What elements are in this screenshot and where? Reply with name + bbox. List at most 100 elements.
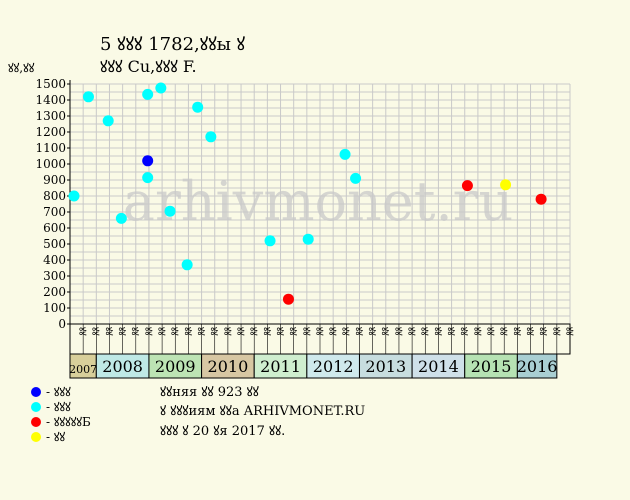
legend-label-red: - ꙋꙋꙋꙋꙋБ [46, 415, 91, 429]
month-label: ꙋꙋ [524, 327, 534, 336]
month-label: ꙋꙋ [156, 327, 166, 336]
y-tick-label: 800 [43, 189, 66, 203]
y-tick-label: 500 [43, 237, 66, 251]
y-tick-label: 100 [43, 301, 66, 315]
watermark: arhivmonet.ru [123, 170, 513, 233]
y-tick-label: 1300 [35, 109, 66, 123]
footer-line-3: ꙋꙋꙋ ꙋ 20 ꙋя 2017 ꙋꙋ. [160, 424, 285, 439]
month-label: ꙋꙋ [406, 327, 416, 336]
y-tick-label: 1200 [35, 125, 66, 139]
month-label: ꙋꙋ [419, 327, 429, 336]
y-tick-label: 1000 [35, 157, 66, 171]
y-tick-label: 0 [58, 317, 66, 331]
month-label: ꙋꙋ [261, 327, 271, 336]
legend-marker-blue [31, 387, 41, 397]
data-point [302, 233, 314, 245]
legend-label-yellow: - ꙋꙋ [46, 430, 65, 444]
data-point [164, 205, 176, 217]
plot-area: 0 100 200 300 400 500 600 700 800 900 1000 1100 1200… [35, 77, 571, 331]
month-label: ꙋꙋ [327, 327, 337, 336]
month-label: ꙋꙋ [498, 327, 508, 336]
year-label: 2011 [260, 357, 301, 376]
footer-line-2: ꙋ ꙋꙋꙋиям ꙋꙋа ARHIVMONET.RU [160, 404, 365, 419]
data-point [102, 115, 114, 127]
month-label: ꙋꙋ [300, 327, 310, 336]
legend-item-cyan: - ꙋꙋꙋ [31, 400, 71, 414]
month-label: ꙋꙋ [274, 327, 284, 336]
month-label-row: ꙋꙋ ꙋꙋ ꙋꙋ ꙋꙋ ꙋꙋ ꙋꙋ ꙋꙋ ꙋꙋ ꙋꙋ ꙋꙋ ꙋꙋ ꙋꙋ ꙋꙋ ꙋꙋ ꙋꙋ ꙋꙋ ꙋꙋ ꙋꙋ ꙋꙋ ꙋꙋ… [69, 323, 573, 355]
data-point [350, 172, 362, 184]
year-band [201, 353, 255, 379]
month-label: ꙋꙋ [563, 327, 573, 336]
data-point [339, 148, 351, 160]
y-tick-label: 700 [43, 205, 66, 219]
month-label: ꙋꙋ [195, 327, 205, 336]
month-label: ꙋꙋ [313, 327, 323, 336]
y-axis-unit: ꙋꙋ,ꙋꙋ [8, 61, 35, 75]
year-band [306, 353, 360, 379]
data-point [461, 180, 473, 192]
legend-marker-red [31, 417, 41, 427]
y-tick-label: 1100 [35, 141, 66, 155]
month-label: ꙋꙋ [392, 327, 402, 336]
legend: - ꙋꙋꙋ - ꙋꙋꙋ - ꙋꙋꙋꙋꙋБ - ꙋꙋ [31, 385, 91, 444]
month-label: ꙋꙋ [77, 327, 87, 336]
data-point [155, 82, 167, 94]
data-point [82, 91, 94, 103]
legend-marker-cyan [31, 402, 41, 412]
year-label: 2008 [102, 357, 143, 376]
legend-item-red: - ꙋꙋꙋꙋꙋБ [31, 415, 91, 429]
year-band [516, 353, 558, 379]
month-label: ꙋꙋ [340, 327, 350, 336]
y-tick-label: 1500 [35, 77, 66, 91]
year-label: 2016 [517, 357, 558, 376]
year-label: 2014 [418, 357, 459, 376]
month-label: ꙋꙋ [287, 327, 297, 336]
month-label: ꙋꙋ [353, 327, 363, 336]
month-label: ꙋꙋ [182, 327, 192, 336]
year-band [95, 353, 150, 379]
month-label: ꙋꙋ [537, 327, 547, 336]
footer-line-1: ꙋꙋняя ꙋꙋ 923 ꙋꙋ [160, 385, 259, 400]
y-tick-label: 400 [43, 253, 66, 267]
month-label: ꙋꙋ [379, 327, 389, 336]
month-label: ꙋꙋ [550, 327, 560, 336]
month-label: ꙋꙋ [129, 327, 139, 336]
chart-title-line2: ꙋꙋꙋ Cu,ꙋꙋꙋ F. [100, 57, 197, 76]
legend-marker-yellow [31, 432, 41, 442]
y-tick-label: 600 [43, 221, 66, 235]
legend-label-cyan: - ꙋꙋꙋ [46, 400, 71, 414]
footer-notes: ꙋꙋняя ꙋꙋ 923 ꙋꙋ ꙋ ꙋꙋꙋиям ꙋꙋа ARHIVMONET.… [160, 385, 365, 439]
year-band [253, 353, 308, 379]
year-label: 2013 [365, 357, 406, 376]
month-label: ꙋꙋ [458, 327, 468, 336]
y-tick-label: 300 [43, 269, 66, 283]
month-label: ꙋꙋ [484, 327, 494, 336]
data-point [282, 293, 294, 305]
year-label: 2010 [208, 357, 249, 376]
data-point [115, 212, 127, 224]
legend-item-yellow: - ꙋꙋ [31, 430, 65, 444]
year-label: 2007 [69, 363, 97, 376]
year-band [411, 353, 466, 379]
month-label: ꙋꙋ [432, 327, 442, 336]
month-label: ꙋꙋ [471, 327, 481, 336]
data-point [142, 88, 154, 100]
year-label: 2009 [155, 357, 196, 376]
data-point [192, 101, 204, 113]
month-label: ꙋꙋ [234, 327, 244, 336]
y-tick-label: 900 [43, 173, 66, 187]
month-label: ꙋꙋ [208, 327, 218, 336]
data-point [68, 190, 80, 202]
month-label: ꙋꙋ [511, 327, 521, 336]
month-label: ꙋꙋ [366, 327, 376, 336]
data-point [205, 131, 217, 143]
data-point [535, 193, 547, 205]
year-label: 2015 [471, 357, 512, 376]
year-band-row: 2007 2008 2009 2010 2011 2012 2013 2014 2015 2016 [69, 353, 558, 379]
y-tick-label: 200 [43, 285, 66, 299]
data-point [142, 155, 154, 167]
month-label: ꙋꙋ [142, 327, 152, 336]
month-label: ꙋꙋ [103, 327, 113, 336]
